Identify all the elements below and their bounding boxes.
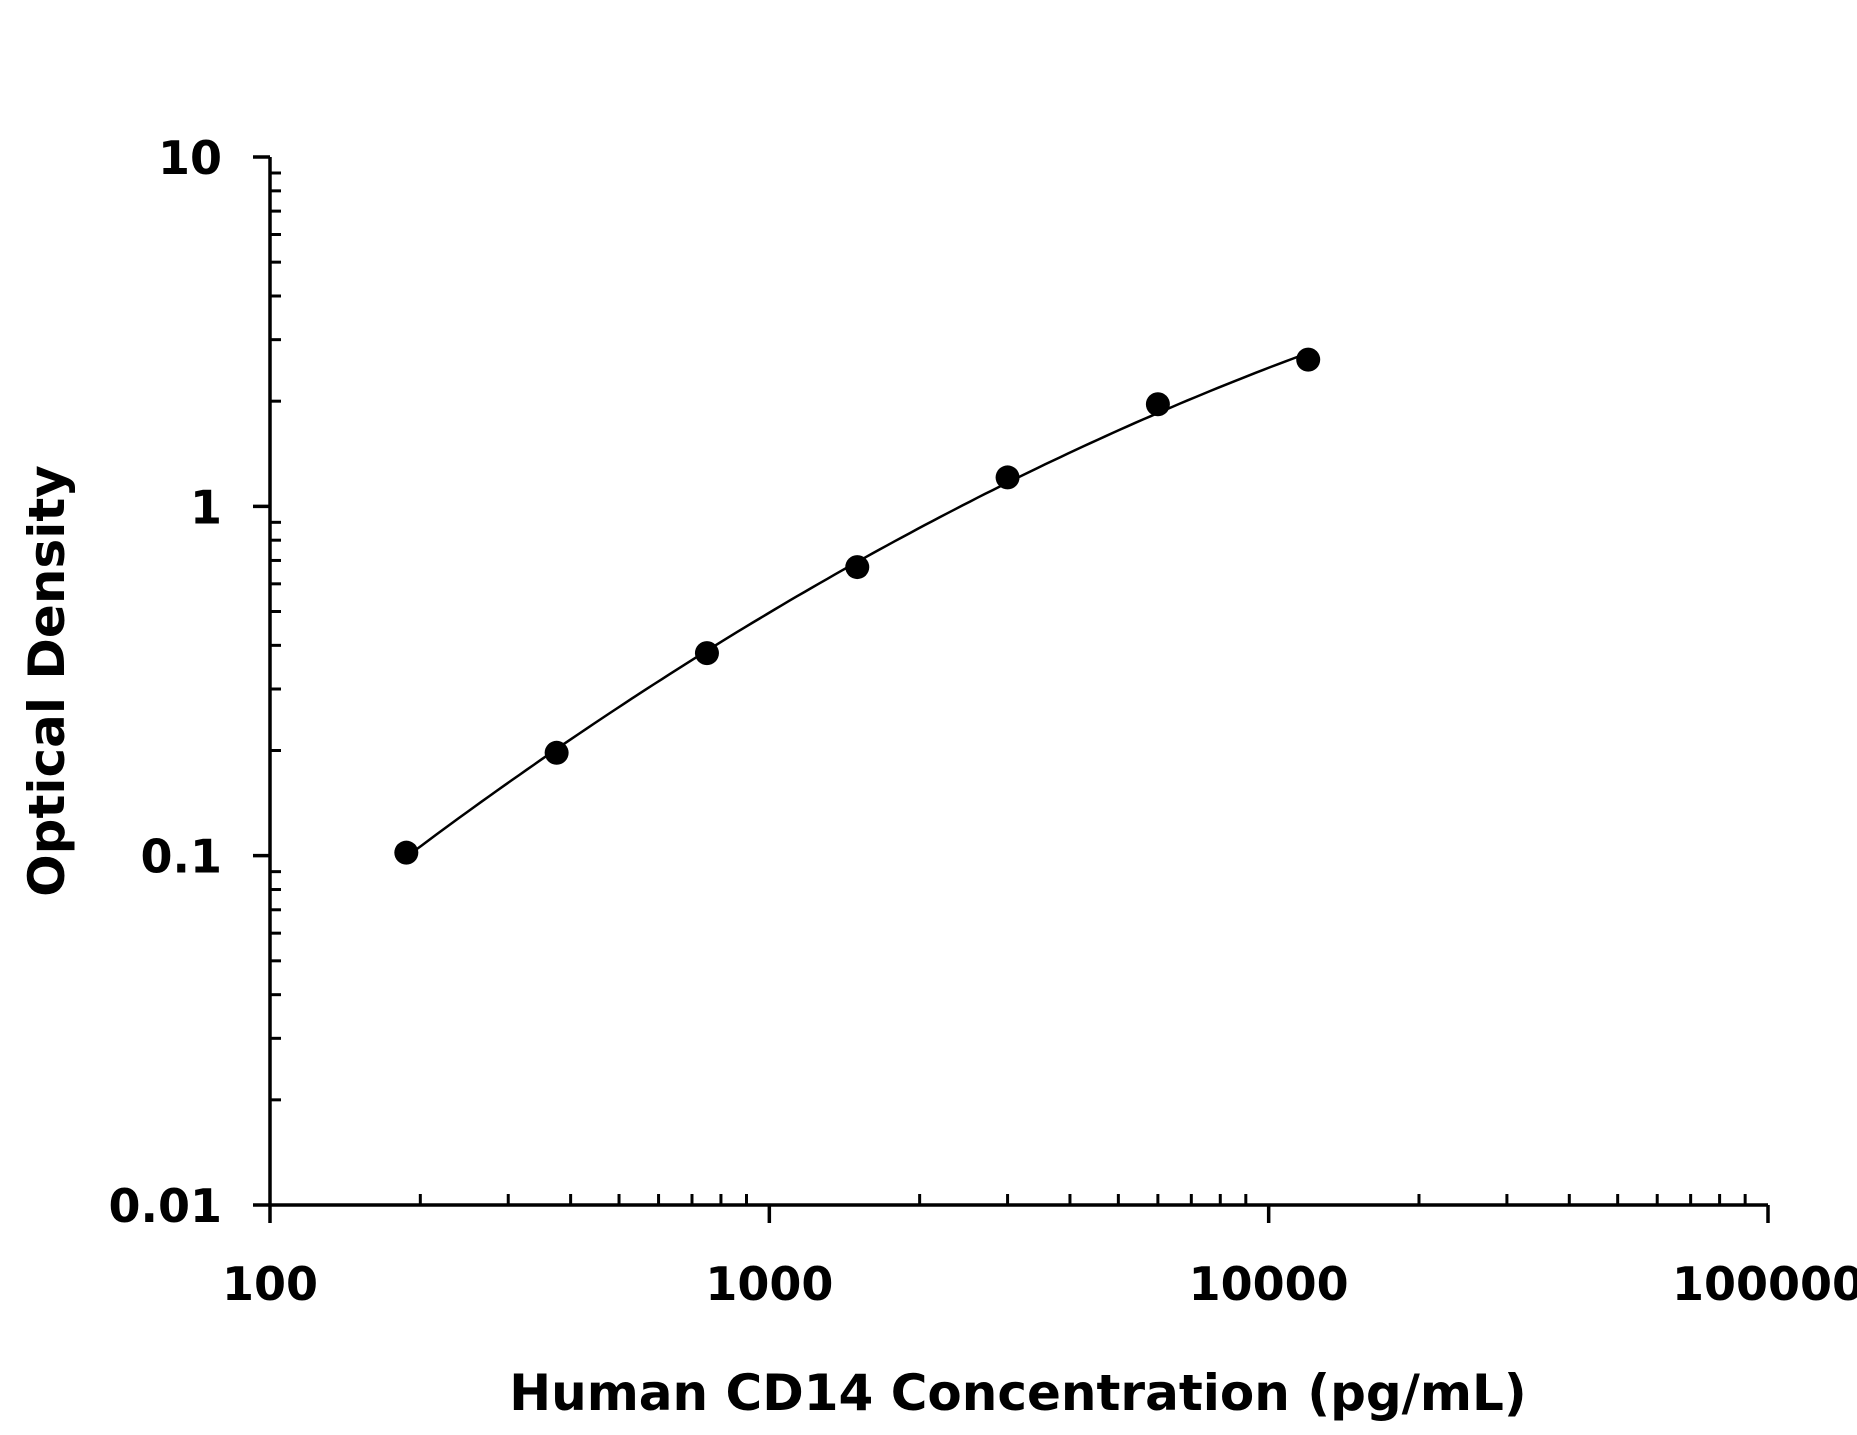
data-point <box>1296 347 1321 372</box>
data-point <box>694 641 719 666</box>
y-tick-label: 0.01 <box>109 1179 223 1233</box>
y-tick-label: 10 <box>158 131 222 185</box>
data-point <box>1145 392 1170 417</box>
data-point <box>995 465 1020 490</box>
y-tick-labels: 10 1 0.1 0.01 <box>109 131 223 1233</box>
data-point <box>544 740 569 765</box>
x-tick-labels: 100 1000 10000 100000 <box>222 1257 1857 1311</box>
y-axis-title: Optical Density <box>18 465 76 897</box>
data-point <box>845 555 870 580</box>
data-points <box>394 347 1321 865</box>
x-axis-title: Human CD14 Concentration (pg/mL) <box>509 1364 1526 1422</box>
y-tick-label: 0.1 <box>141 830 223 884</box>
x-tick-label: 1000 <box>705 1257 833 1311</box>
fit-curve-group <box>405 351 1309 858</box>
fit-curve <box>405 351 1309 858</box>
y-tick-label: 1 <box>190 480 222 534</box>
data-point <box>394 840 419 865</box>
x-tick-label: 100000 <box>1672 1257 1857 1311</box>
axes <box>253 155 1770 1223</box>
x-tick-label: 100 <box>222 1257 318 1311</box>
x-tick-label: 10000 <box>1189 1257 1349 1311</box>
